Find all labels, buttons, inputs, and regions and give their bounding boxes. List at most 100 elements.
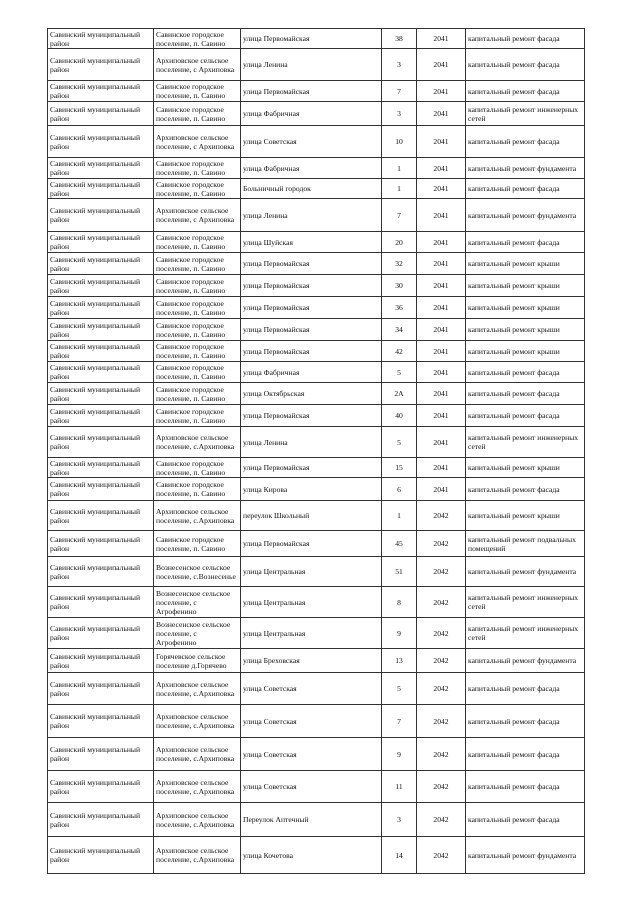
cell-house-number: 11: [381, 770, 417, 803]
cell-municipality: Савинский муниципальный район: [47, 48, 154, 81]
cell-street: улица Кирова: [240, 477, 382, 501]
cell-settlement: Архиповское сельское поселение, с.Архипо…: [153, 770, 241, 803]
cell-municipality: Савинский муниципальный район: [47, 361, 154, 383]
cell-house-number: 6: [381, 477, 417, 501]
cell-municipality: Савинский муниципальный район: [47, 500, 154, 531]
cell-year: 2041: [416, 382, 466, 405]
table-row: Савинский муниципальный район Горячевское…: [47, 648, 585, 673]
table-row: Савинский муниципальный район Савинское г…: [47, 80, 585, 102]
cell-street: переулок Школьный: [240, 500, 382, 531]
cell-work-type: капитальный ремонт крыши: [465, 457, 585, 478]
cell-work-type: капитальный ремонт фасада: [465, 737, 585, 771]
cell-street: улица Фабричная: [240, 157, 382, 179]
cell-work-type: капитальный ремонт фундамента: [465, 836, 585, 874]
cell-settlement: Архиповское сельское поселение, с.Архипо…: [153, 500, 241, 531]
cell-year: 2041: [416, 125, 466, 158]
cell-settlement: Архиповское сельское поселение, с.Архипо…: [153, 672, 241, 705]
cell-work-type: капитальный ремонт крыши: [465, 340, 585, 362]
cell-work-type: капитальный ремонт фасада: [465, 477, 585, 501]
cell-year: 2041: [416, 80, 466, 102]
cell-house-number: 42: [381, 340, 417, 362]
cell-municipality: Савинский муниципальный район: [47, 80, 154, 102]
table-row: Савинский муниципальный район Вознесенско…: [47, 586, 585, 618]
table-row: Савинский муниципальный район Архиповское…: [47, 48, 585, 81]
cell-settlement: Архиповское сельское поселение, с.Архипо…: [153, 737, 241, 771]
cell-settlement: Савинское городское поселение, п. Савино: [153, 296, 241, 319]
table-row: Савинский муниципальный район Савинское г…: [47, 404, 585, 427]
cell-settlement: Савинское городское поселение, п. Савино: [153, 361, 241, 383]
cell-settlement: Вознесенское сельское поселение, с Агроф…: [153, 617, 241, 649]
cell-house-number: 30: [381, 274, 417, 297]
table-row: Савинский муниципальный район Архиповское…: [47, 770, 585, 803]
cell-settlement: Архиповское сельское поселение, с Архипо…: [153, 125, 241, 158]
cell-street: улица Первомайская: [240, 252, 382, 275]
cell-street: улица Первомайская: [240, 457, 382, 478]
cell-year: 2041: [416, 178, 466, 199]
cell-year: 2042: [416, 617, 466, 649]
cell-settlement: Савинское городское поселение, п. Савино: [153, 178, 241, 199]
table-row: Савинский муниципальный район Архиповское…: [47, 836, 585, 874]
cell-street: улица Первомайская: [240, 404, 382, 427]
cell-year: 2042: [416, 672, 466, 705]
cell-work-type: капитальный ремонт фундамента: [465, 648, 585, 673]
cell-house-number: 32: [381, 252, 417, 275]
cell-municipality: Савинский муниципальный район: [47, 704, 154, 738]
cell-street: улица Первомайская: [240, 318, 382, 341]
cell-house-number: 9: [381, 737, 417, 771]
cell-street: улица Центральная: [240, 556, 382, 587]
cell-house-number: 13: [381, 648, 417, 673]
cell-year: 2041: [416, 48, 466, 81]
table-row: Савинский муниципальный район Савинское г…: [47, 457, 585, 478]
cell-street: Переулок Аптечный: [240, 802, 382, 837]
cell-work-type: капитальный ремонт фасада: [465, 125, 585, 158]
cell-house-number: 5: [381, 672, 417, 705]
cell-municipality: Савинский муниципальный район: [47, 252, 154, 275]
table-row: Савинский муниципальный район Савинское г…: [47, 296, 585, 319]
cell-municipality: Савинский муниципальный район: [47, 617, 154, 649]
cell-street: улица Кочетова: [240, 836, 382, 874]
cell-work-type: капитальный ремонт фасада: [465, 704, 585, 738]
table-row: Савинский муниципальный район Савинское г…: [47, 157, 585, 179]
cell-house-number: 10: [381, 125, 417, 158]
table-row: Савинский муниципальный район Савинское г…: [47, 477, 585, 501]
cell-work-type: капитальный ремонт крыши: [465, 296, 585, 319]
cell-year: 2042: [416, 770, 466, 803]
cell-municipality: Савинский муниципальный район: [47, 556, 154, 587]
cell-house-number: 40: [381, 404, 417, 427]
cell-municipality: Савинский муниципальный район: [47, 296, 154, 319]
cell-house-number: 45: [381, 530, 417, 557]
cell-settlement: Савинское городское поселение, п. Савино: [153, 28, 241, 49]
table-row: Савинский муниципальный район Архиповское…: [47, 704, 585, 738]
cell-work-type: капитальный ремонт фасада: [465, 770, 585, 803]
cell-settlement: Горячевское сельское поселение д.Горячев…: [153, 648, 241, 673]
cell-year: 2041: [416, 198, 466, 232]
cell-settlement: Архиповское сельское поселение, с.Архипо…: [153, 802, 241, 837]
cell-year: 2041: [416, 28, 466, 49]
table-row: Савинский муниципальный район Савинское г…: [47, 274, 585, 297]
cell-street: улица Шуйская: [240, 231, 382, 253]
cell-street: улица Фабричная: [240, 361, 382, 383]
cell-year: 2041: [416, 477, 466, 501]
table-row: Савинский муниципальный район Савинское г…: [47, 178, 585, 199]
cell-settlement: Савинское городское поселение, п. Савино: [153, 80, 241, 102]
cell-year: 2042: [416, 556, 466, 587]
cell-house-number: 7: [381, 80, 417, 102]
table-row: Савинский муниципальный район Савинское г…: [47, 361, 585, 383]
cell-year: 2042: [416, 737, 466, 771]
cell-house-number: 34: [381, 318, 417, 341]
table-row: Савинский муниципальный район Архиповское…: [47, 500, 585, 531]
cell-work-type: капитальный ремонт крыши: [465, 500, 585, 531]
cell-municipality: Савинский муниципальный район: [47, 457, 154, 478]
cell-house-number: 7: [381, 198, 417, 232]
cell-settlement: Савинское городское поселение, п. Савино: [153, 477, 241, 501]
cell-municipality: Савинский муниципальный район: [47, 125, 154, 158]
repair-schedule-table: Савинский муниципальный район Савинское г…: [47, 28, 585, 874]
cell-settlement: Архиповское сельское поселение, с.Архипо…: [153, 704, 241, 738]
cell-municipality: Савинский муниципальный район: [47, 101, 154, 126]
cell-work-type: капитальный ремонт фасада: [465, 231, 585, 253]
table-row: Савинский муниципальный район Вознесенско…: [47, 617, 585, 649]
cell-settlement: Савинское городское поселение, п. Савино: [153, 530, 241, 557]
cell-year: 2042: [416, 648, 466, 673]
cell-house-number: 3: [381, 48, 417, 81]
cell-house-number: 1: [381, 500, 417, 531]
